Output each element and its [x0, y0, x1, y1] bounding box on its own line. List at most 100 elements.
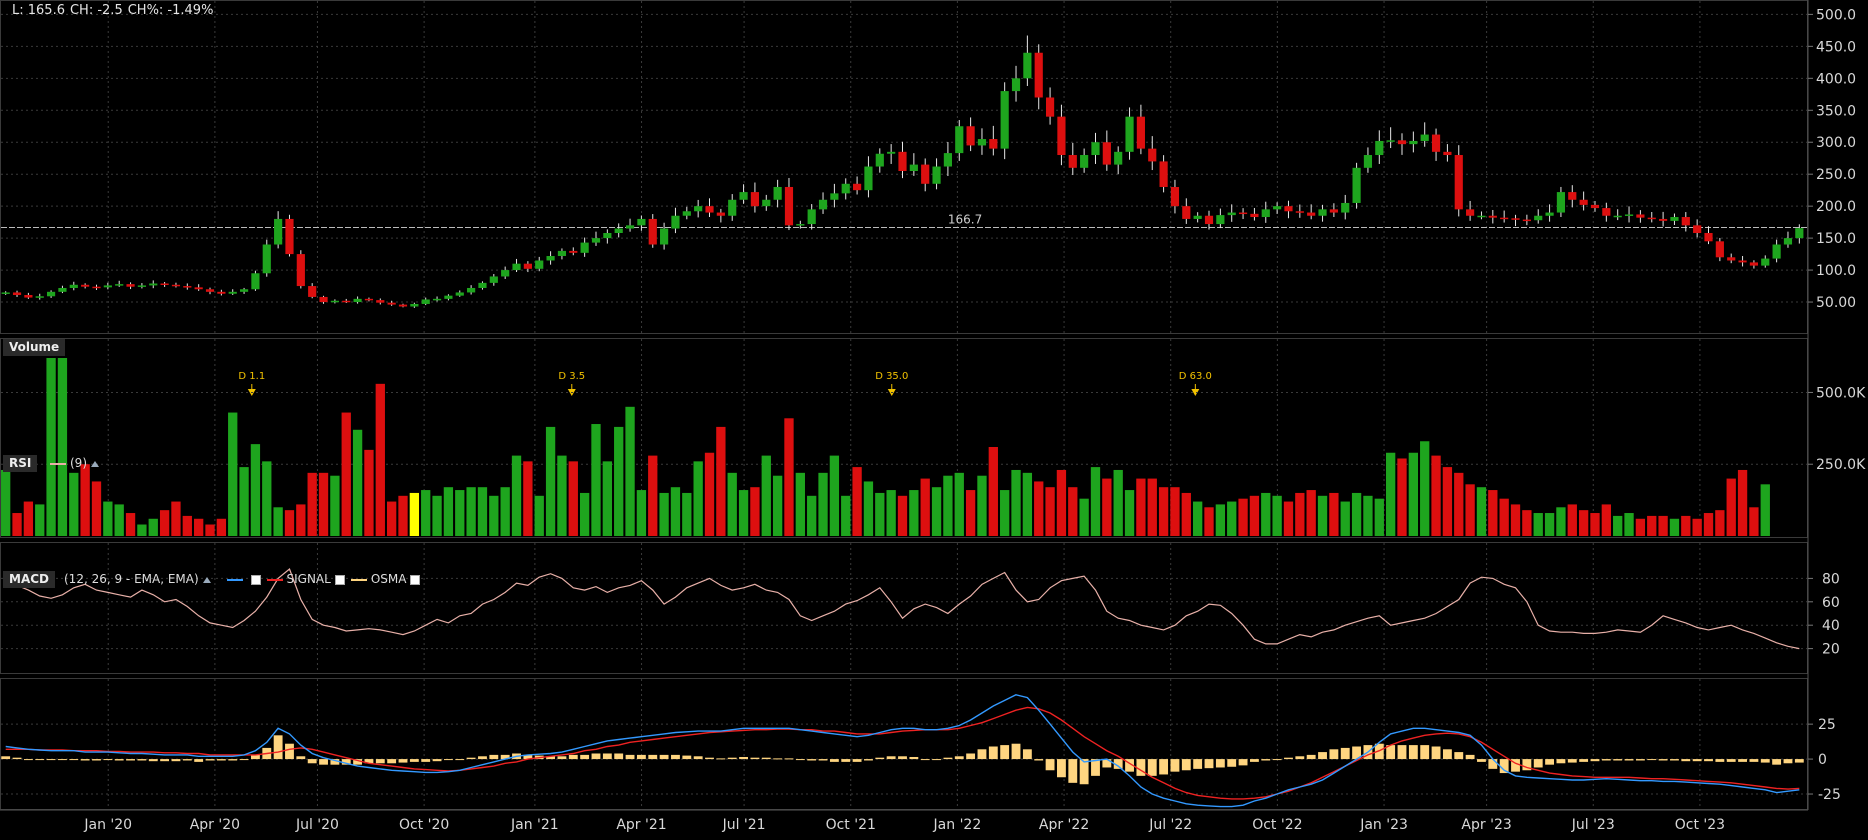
- candle-body: [887, 151, 896, 154]
- candle-body: [1602, 208, 1611, 216]
- candle: [1522, 214, 1531, 226]
- volume-bar: [977, 475, 987, 536]
- osma-bar: [432, 759, 442, 762]
- osma-bar: [750, 757, 760, 760]
- volume-bar: [545, 426, 556, 536]
- osma-bar: [807, 759, 817, 761]
- osma-bar: [1465, 754, 1475, 760]
- price-axis-label: 350.0: [1816, 103, 1856, 119]
- candle-body: [1761, 258, 1770, 266]
- candle: [1715, 237, 1724, 262]
- osma-bar: [1738, 759, 1747, 762]
- candle-body: [1681, 217, 1690, 226]
- signal-checkbox[interactable]: [334, 574, 345, 585]
- candle: [35, 293, 44, 300]
- candle-body: [1352, 167, 1361, 203]
- candle: [1624, 206, 1634, 223]
- macd-checkbox[interactable]: [250, 574, 261, 585]
- osma-bar: [1249, 759, 1259, 762]
- candle-body: [909, 164, 918, 171]
- candle-body: [1091, 142, 1100, 156]
- price-axis-label: 250.0: [1816, 167, 1856, 183]
- rsi-panel-label[interactable]: RSI: [3, 455, 38, 472]
- osma-bar: [92, 759, 101, 761]
- candle-body: [205, 289, 215, 292]
- volume-bar: [636, 490, 647, 536]
- volume-bar: [1431, 455, 1441, 536]
- macd-panel-label[interactable]: MACD: [3, 571, 55, 588]
- candle-body: [784, 186, 794, 226]
- candle: [1727, 253, 1736, 264]
- macd-settings-icon[interactable]: [202, 576, 211, 583]
- candle-body: [694, 206, 703, 212]
- candle: [614, 223, 623, 238]
- volume-bar: [659, 492, 669, 536]
- candle: [1045, 87, 1055, 125]
- volume-bar: [988, 447, 998, 536]
- price-change: CH: -2.5: [69, 3, 123, 18]
- osma-bar: [1772, 759, 1782, 765]
- x-tick-label: Jan '23: [1359, 817, 1408, 833]
- candle: [875, 148, 884, 173]
- osma-bar: [216, 759, 226, 761]
- osma-bar: [773, 758, 783, 760]
- volume-panel-label[interactable]: Volume: [3, 339, 66, 356]
- osma-bar: [1215, 759, 1225, 768]
- osma-bar: [1340, 747, 1350, 760]
- candle: [1590, 201, 1600, 212]
- candle: [24, 292, 33, 299]
- candle: [103, 282, 112, 290]
- candle-body: [1136, 116, 1145, 149]
- candle-body: [535, 260, 544, 269]
- osma-bar: [716, 758, 726, 760]
- osma-bar: [1238, 759, 1248, 766]
- x-tick-label: Jul '20: [295, 817, 339, 833]
- volume-bar: [318, 472, 329, 536]
- rsi-settings-icon[interactable]: [91, 460, 99, 467]
- candle: [1363, 147, 1373, 173]
- dividend-marker-label: D 3.5: [558, 371, 585, 382]
- osma-bar: [1624, 759, 1634, 761]
- candle-body: [489, 276, 498, 283]
- volume-bar: [1022, 472, 1033, 536]
- macd-controls: (12, 26, 9 - EMA, EMA) SIGNAL OSMA: [64, 571, 426, 588]
- candle-body: [183, 286, 192, 288]
- candle: [1647, 211, 1656, 223]
- osma-checkbox[interactable]: [410, 574, 421, 585]
- candle: [489, 274, 498, 286]
- osma-bar: [988, 746, 998, 760]
- candle-body: [591, 238, 601, 243]
- volume-bar: [1204, 507, 1214, 536]
- candle: [1057, 104, 1066, 166]
- candle: [432, 296, 442, 302]
- osma-bar: [614, 753, 624, 760]
- candle: [1329, 203, 1338, 218]
- candle-body: [1522, 219, 1531, 222]
- candle-body: [1341, 202, 1350, 213]
- volume-bar: [704, 452, 715, 536]
- candle: [12, 290, 22, 297]
- osma-bar: [682, 755, 692, 760]
- candle: [887, 144, 896, 164]
- candle-body: [637, 218, 646, 226]
- volume-bar: [727, 472, 737, 536]
- candle-body: [989, 139, 998, 149]
- volume-bar: [1749, 507, 1759, 536]
- x-tick-label: Jan '22: [933, 817, 982, 833]
- candle-body: [625, 225, 635, 229]
- candle-body: [432, 298, 442, 301]
- osma-bar: [228, 759, 238, 761]
- candle: [637, 215, 646, 231]
- osma-bar: [1681, 759, 1691, 762]
- candle: [455, 290, 464, 297]
- osma-bar: [1261, 759, 1271, 761]
- candle-body: [1420, 134, 1429, 141]
- osma-bar: [319, 759, 328, 765]
- candle: [342, 298, 351, 303]
- candle-body: [671, 215, 680, 229]
- candle-body: [1715, 241, 1724, 258]
- volume-bar: [965, 490, 976, 536]
- candle: [943, 142, 952, 177]
- candle: [512, 258, 521, 272]
